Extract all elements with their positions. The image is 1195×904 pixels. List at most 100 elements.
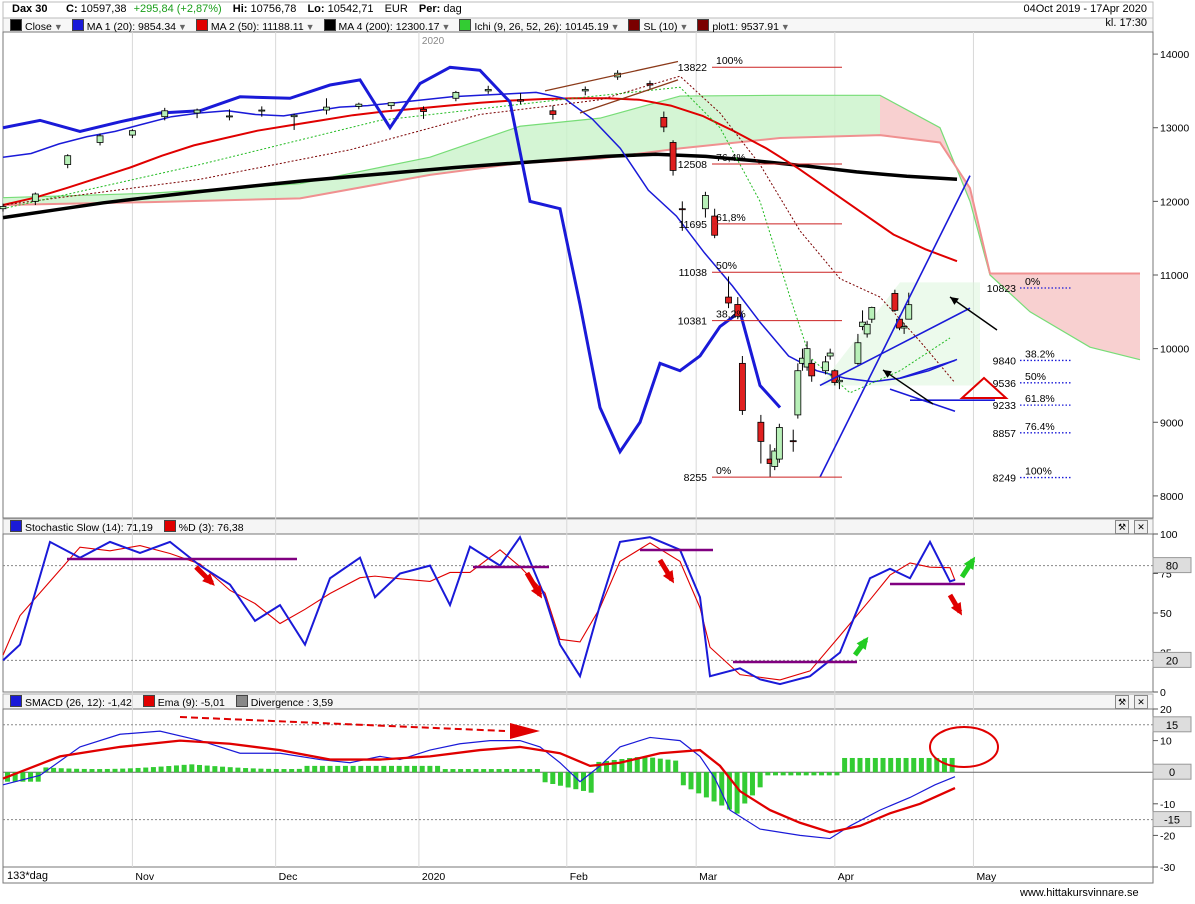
bar-count: 133*dag (7, 870, 48, 882)
divergence-bar (189, 764, 195, 773)
legend-ma20[interactable]: MA 1 (20): 9854.34 ▼ (71, 19, 193, 33)
candle-body (669, 142, 677, 171)
divergence-bar (412, 765, 418, 773)
chevron-down-icon[interactable]: ▼ (780, 22, 790, 32)
settings-icon[interactable]: ⚒ (1115, 695, 1129, 709)
x-tick-label: Feb (570, 871, 588, 883)
date-range: 04Oct 2019 - 17Apr 2020 (1023, 3, 1147, 15)
divergence-bar (627, 758, 633, 773)
candle-body (660, 117, 668, 128)
arrow-pointer (949, 296, 998, 331)
divergence-bar (634, 757, 640, 773)
divergence-bar (435, 765, 441, 773)
divergence-bar (688, 772, 694, 790)
legend-ma50[interactable]: MA 2 (50): 11188.11 ▼ (195, 19, 321, 33)
divergence-bar (442, 769, 448, 773)
legend-ichimoku[interactable]: Ichi (9, 26, 52, 26): 10145.19 ▼ (459, 19, 625, 33)
legend-ma200[interactable]: MA 4 (200): 12300.17 ▼ (323, 19, 457, 33)
candle-body (0, 206, 7, 210)
divergence-bar (857, 757, 863, 773)
chevron-down-icon[interactable]: ▼ (610, 22, 620, 32)
chevron-down-icon[interactable]: ▼ (53, 22, 63, 32)
divergence-bar (266, 768, 272, 773)
divergence-bar (511, 769, 517, 773)
candle-body (517, 99, 524, 102)
divergence-bar (158, 766, 164, 773)
chevron-down-icon[interactable]: ▼ (178, 22, 187, 32)
chevron-down-icon[interactable]: ▼ (305, 22, 315, 32)
legend-plot1[interactable]: plot1: 9537.91 ▼ (697, 19, 795, 33)
candle-body (258, 109, 266, 112)
divergence-bar (450, 769, 456, 773)
divergence-bar (888, 757, 894, 773)
divergence-bar (719, 772, 725, 806)
candle-body (734, 304, 742, 317)
fib-right-value: 9536 (993, 378, 1017, 390)
trend-channel-line (899, 359, 956, 379)
divergence-bar (304, 765, 310, 773)
legend-swatch (10, 19, 22, 31)
legend-swatch (459, 19, 472, 31)
divergence-bar (235, 767, 241, 773)
divergence-bar (250, 768, 256, 773)
fib-right-value: 10823 (987, 283, 1016, 295)
x-tick-label: 2020 (422, 871, 446, 883)
divergence-bar (519, 769, 525, 773)
arrow-pointer-head (883, 370, 892, 378)
candle-body (161, 110, 169, 118)
divergence-bar (335, 765, 341, 773)
divergence-bar (20, 772, 26, 782)
candle-body (128, 130, 136, 136)
stoch-upper-badge-bg (1152, 557, 1192, 574)
stochastic-d-label: %D (3): 76,38 (178, 522, 244, 534)
divergence-bar (89, 769, 95, 773)
divergence-bar (872, 757, 878, 773)
y-tick-label: 12000 (1160, 196, 1189, 208)
chevron-down-icon[interactable]: ▼ (441, 22, 451, 32)
macd-upper-badge: 15 (1166, 720, 1178, 732)
legend-sl[interactable]: SL (10) ▼ (628, 19, 694, 33)
divergence-bar (373, 765, 379, 773)
divergence-bar (481, 769, 487, 773)
divergence-bar (51, 767, 57, 773)
low-value: 10542,71 (327, 3, 374, 15)
y-tick-label: 9000 (1160, 417, 1184, 429)
fib-level-pct: 61,8% (716, 212, 746, 224)
divergence-bar (588, 772, 594, 793)
warning-triangle (959, 376, 1009, 399)
x-tick-label: Dec (279, 871, 298, 883)
divergence-bar (711, 772, 717, 802)
close-icon[interactable]: ✕ (1134, 695, 1149, 709)
divergence-bar (74, 768, 80, 773)
macd-zero-badge: 0 (1169, 767, 1175, 779)
candle-body (355, 103, 363, 107)
candle-body (452, 91, 460, 99)
candle-body (836, 379, 843, 383)
fib-level-value: 11695 (679, 219, 708, 231)
divergence-bar (243, 768, 249, 773)
red-down-arrow-head (530, 585, 543, 599)
legend-swatch (235, 695, 248, 707)
divergence-bar (534, 769, 540, 773)
divergence-bar (842, 757, 848, 773)
divergence-bar (680, 772, 686, 786)
chevron-down-icon[interactable]: ▼ (679, 22, 689, 32)
divergence-bar (673, 760, 679, 773)
legend-close[interactable]: Close ▼ (10, 19, 69, 33)
y-tick-label: 13000 (1160, 123, 1189, 135)
divergence-bar (312, 765, 318, 773)
divergence-bar (81, 768, 87, 773)
settings-icon[interactable]: ⚒ (1115, 520, 1129, 534)
divergence-bar (404, 765, 410, 773)
close-icon[interactable]: ✕ (1134, 520, 1149, 534)
divergence-bar (773, 772, 778, 776)
fib-level-value: 10381 (678, 316, 707, 328)
red-down-arrow-head (202, 573, 215, 586)
divergence-bar (396, 765, 402, 773)
divergence-bar (819, 772, 825, 776)
divergence-bar (788, 772, 794, 776)
candle-body (678, 208, 686, 211)
candle-body (711, 215, 719, 236)
divergence-bar (642, 756, 648, 773)
